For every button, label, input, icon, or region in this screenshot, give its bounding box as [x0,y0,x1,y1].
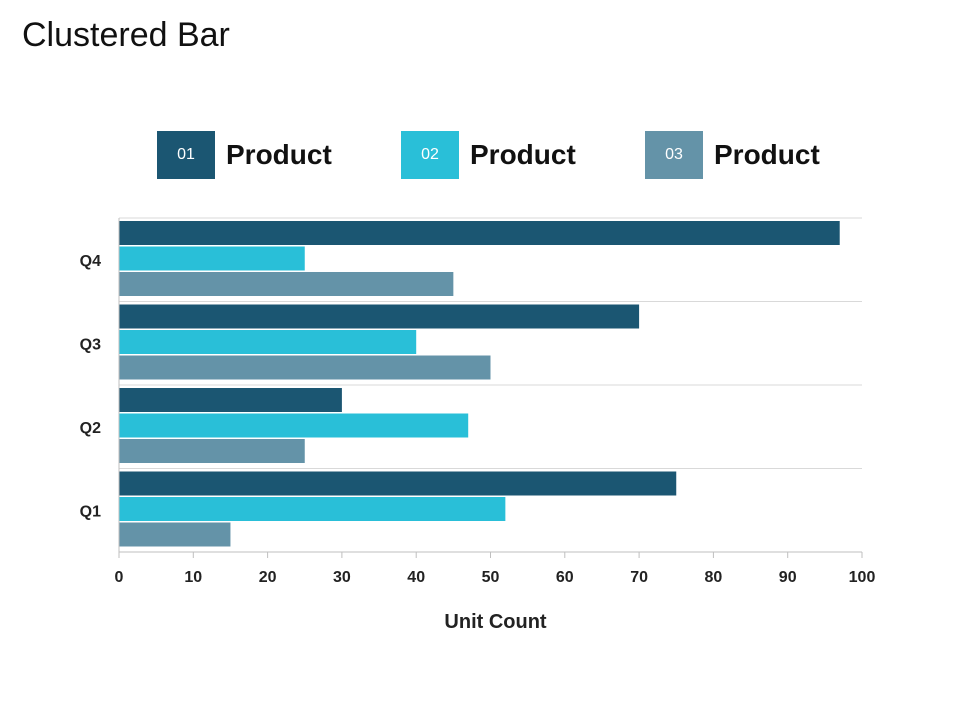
bar-q2-series-1 [119,388,342,412]
bar-q4-series-1 [119,221,840,245]
x-tick-label-40: 40 [407,569,425,586]
x-axis-title: Unit Count [444,611,547,633]
y-tick-label-q2: Q2 [80,420,101,437]
x-tick-label-60: 60 [556,569,574,586]
x-tick-label-10: 10 [184,569,202,586]
bar-q3-series-2 [119,330,417,354]
bar-q3-series-3 [119,355,491,380]
bar-q1-series-3 [119,522,231,547]
x-tick-label-100: 100 [849,569,876,586]
legend-item-product-03: 03 Product [645,131,820,179]
legend-item-product-02: 02 Product [401,131,576,179]
legend-label-01: Product [226,139,332,170]
x-tick-label-90: 90 [779,569,797,586]
y-tick-label-q3: Q3 [80,336,101,353]
x-tick-label-30: 30 [333,569,351,586]
x-tick-label-80: 80 [705,569,723,586]
bar-q1-series-1 [119,471,677,496]
legend-label-02: Product [470,139,576,170]
bar-q4-series-2 [119,246,305,271]
legend-swatch-03: 03 [645,131,703,179]
legend-swatch-01: 01 [157,131,215,179]
bar-q3-series-1 [119,304,640,329]
bar-q2-series-3 [119,439,305,463]
legend-swatch-02: 02 [401,131,459,179]
x-tick-label-0: 0 [115,569,124,586]
bar-q4-series-3 [119,272,454,296]
page-title: Clustered Bar [22,16,230,54]
legend-label-03: Product [714,139,820,170]
x-tick-label-70: 70 [630,569,648,586]
x-tick-label-50: 50 [482,569,500,586]
bar-q1-series-2 [119,497,506,521]
legend-item-product-01: 01 Product [157,131,332,179]
bar-q2-series-2 [119,413,469,438]
y-tick-label-q4: Q4 [80,253,101,270]
x-tick-label-20: 20 [259,569,277,586]
y-tick-label-q1: Q1 [80,503,101,520]
